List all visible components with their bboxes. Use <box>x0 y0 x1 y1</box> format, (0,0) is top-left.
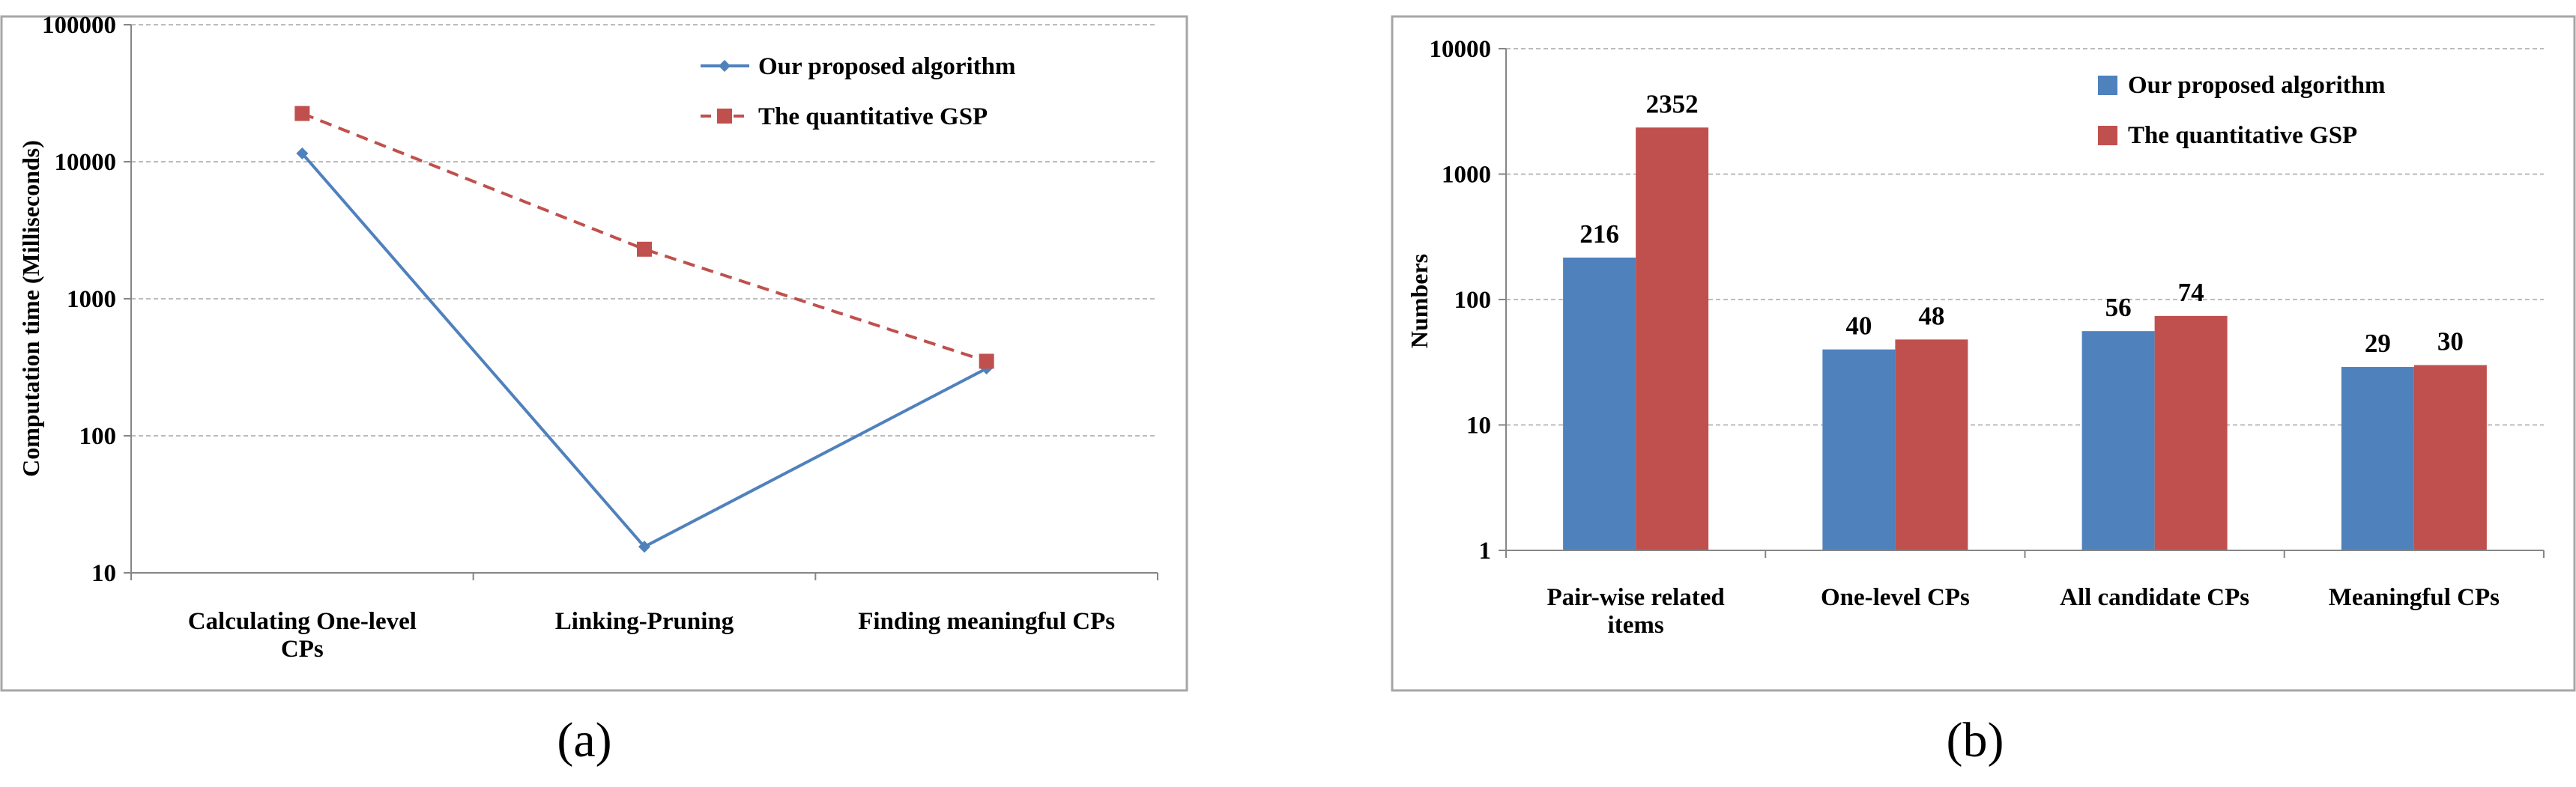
chart-b-y-axis-title: Numbers <box>1406 254 1433 348</box>
chart-b-bar <box>2081 331 2155 550</box>
chart-b-x-tick-label: Pair-wise related <box>1546 584 1724 611</box>
chart-b-bar <box>1822 349 1896 550</box>
chart-a-legend-label: Our proposed algorithm <box>758 53 1016 80</box>
chart-a-y-tick-label: 100000 <box>42 12 116 39</box>
chart-a-x-tick-label: CPs <box>281 636 324 663</box>
chart-b-bar <box>1563 257 1636 550</box>
chart-a-legend-label: The quantitative GSP <box>758 103 988 130</box>
chart-a-y-tick-label: 100 <box>79 423 117 450</box>
chart-a-x-tick-label: Linking-Pruning <box>555 608 734 635</box>
chart-b-x-tick-label: All candidate CPs <box>2060 584 2249 611</box>
chart-a-gridlines <box>131 24 1158 437</box>
chart-b-y-tick-label: 10000 <box>1430 36 1492 63</box>
chart-a-data-point <box>294 106 310 121</box>
chart-a-y-tick-label: 1000 <box>67 286 116 313</box>
chart-b-data-label: 48 <box>1918 301 1944 330</box>
chart-a-data-point <box>296 147 309 159</box>
chart-a-legend-marker <box>717 109 732 124</box>
chart-b-legend-label: The quantitative GSP <box>2128 122 2357 149</box>
chart-b-bar <box>1895 339 1968 550</box>
chart-b-y-tick-label: 1 <box>1479 538 1492 565</box>
chart-a-data-point <box>637 241 652 257</box>
panel-label-a: (a) <box>557 713 611 768</box>
chart-a-data-point <box>638 541 650 553</box>
chart-b-data-label: 56 <box>2105 293 2132 322</box>
chart-b-legend: Our proposed algorithm The quantitative G… <box>2098 72 2386 149</box>
chart-b-bar <box>2413 365 2487 550</box>
chart-a-y-tick-label: 10 <box>91 560 116 587</box>
chart-b-bar <box>2154 315 2228 550</box>
chart-b-x-tick-label: Meaningful CPs <box>2329 584 2500 611</box>
chart-a-legend-marker <box>719 60 731 72</box>
chart-a: 10 100 1000 10000 100000 Calculating One-lev… <box>0 12 1188 692</box>
chart-b-legend-swatch <box>2098 126 2117 145</box>
chart-a-x-tick-label: Calculating One-level <box>188 608 417 635</box>
chart-b-y-ticks: 1 10 100 1000 10000 <box>1430 36 1506 565</box>
chart-b-bars <box>1563 127 2487 551</box>
chart-b-data-label: 2352 <box>1646 89 1699 118</box>
chart-b-x-tick-label: items <box>1608 612 1664 639</box>
chart-b-y-tick-label: 1000 <box>1442 162 1491 189</box>
chart-b-y-tick-label: 10 <box>1466 413 1491 440</box>
chart-b-legend-label: Our proposed algorithm <box>2128 72 2386 99</box>
chart-a-data-point <box>979 353 994 369</box>
chart-b-data-label: 30 <box>2437 327 2464 356</box>
chart-b-bar <box>2341 367 2414 550</box>
chart-b-data-label: 29 <box>2365 329 2391 358</box>
chart-b-legend-swatch <box>2098 76 2117 95</box>
chart-b-data-label: 216 <box>1579 219 1619 249</box>
chart-a-y-axis-title: Computation time (Milliseconds) <box>17 140 44 477</box>
chart-b-bar <box>1636 127 1709 551</box>
chart-b-data-label: 40 <box>1845 312 1872 341</box>
chart-a-y-tick-label: 10000 <box>55 149 117 176</box>
chart-a-y-ticks: 10 100 1000 10000 100000 <box>42 12 131 587</box>
chart-b-x-tick-label: One-level CPs <box>1821 584 1970 611</box>
panel-label-b: (b) <box>1947 713 2004 768</box>
chart-a-series-line <box>301 112 988 363</box>
chart-a-series <box>294 106 994 553</box>
chart-a-legend: Our proposed algorithm The quantitative G… <box>701 53 1016 130</box>
chart-b-y-tick-label: 100 <box>1454 287 1492 314</box>
chart-b-data-labels: 216 2352 40 48 56 74 29 30 <box>1579 89 2464 358</box>
chart-a-x-tick-label: Finding meaningful CPs <box>858 608 1115 635</box>
chart-b-data-label: 74 <box>2178 278 2204 307</box>
chart-a-frame <box>0 15 1188 692</box>
